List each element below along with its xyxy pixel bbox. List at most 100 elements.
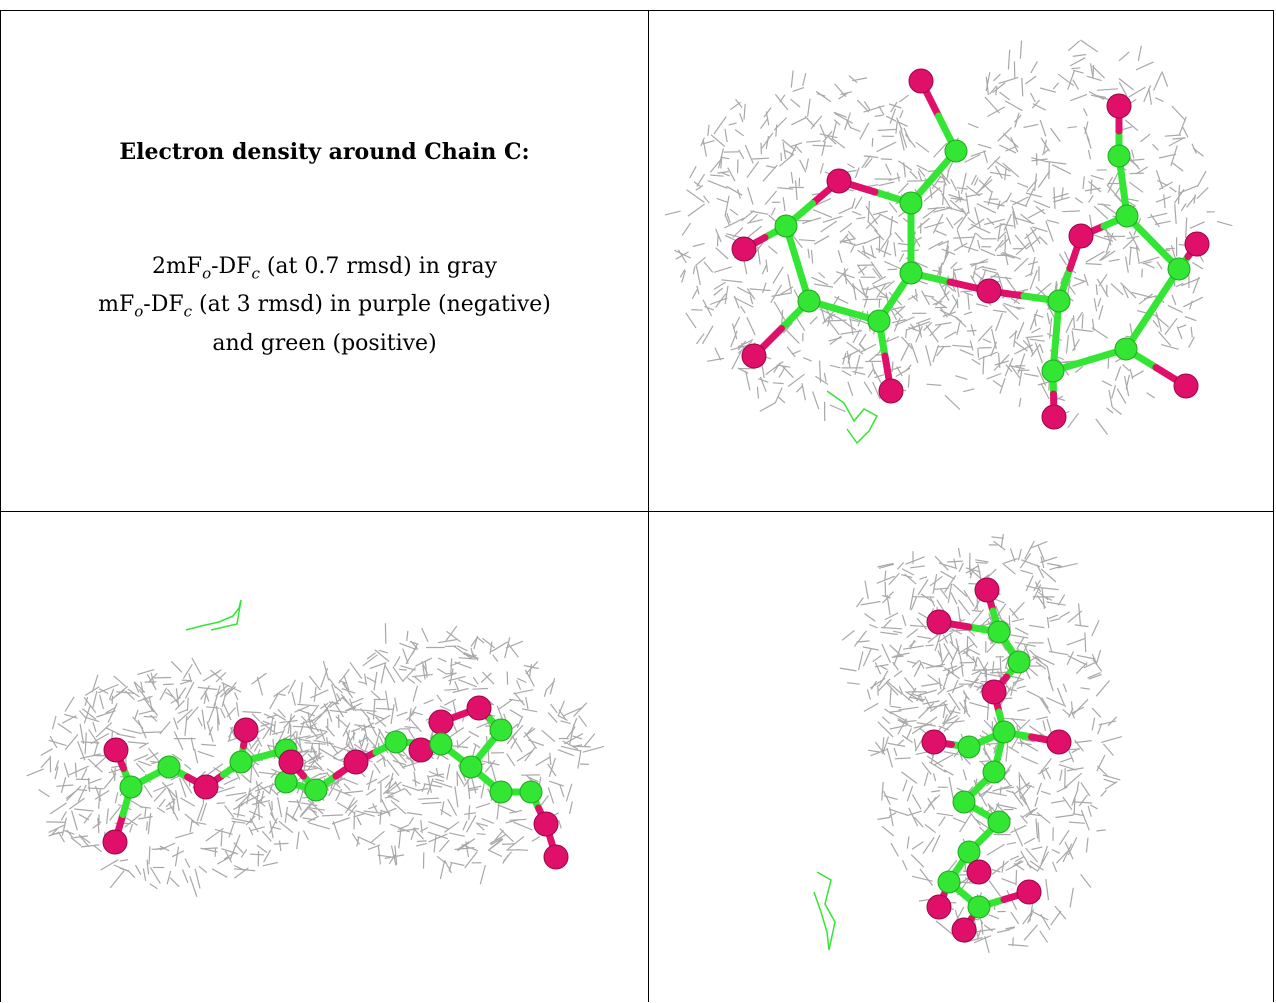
mesh-segment: [1091, 65, 1105, 79]
mesh-segment: [558, 709, 566, 720]
mesh-segment: [448, 832, 465, 837]
mesh-segment: [165, 806, 174, 811]
mesh-segment: [770, 207, 776, 216]
mesh-segment: [724, 128, 728, 143]
mesh-segment: [790, 98, 801, 108]
mesh-segment: [986, 843, 1005, 856]
mesh-segment: [858, 279, 866, 295]
carbon-atom: [489, 718, 513, 742]
mesh-segment: [1089, 63, 1094, 79]
mesh-segment: [885, 115, 897, 122]
mesh-segment: [1019, 784, 1032, 800]
mesh-segment: [1124, 119, 1139, 132]
mesh-segment: [987, 156, 1001, 170]
mesh-segment: [713, 116, 727, 135]
mesh-segment: [874, 741, 886, 755]
carbon-atom: [1114, 337, 1138, 361]
mesh-segment: [1049, 565, 1063, 571]
mesh-segment: [353, 811, 356, 830]
mesh-segment: [925, 345, 932, 366]
mesh-segment: [929, 575, 943, 587]
mesh-segment: [814, 283, 834, 288]
mesh-segment: [889, 108, 897, 124]
mesh-segment: [255, 780, 261, 794]
mesh-segment: [979, 672, 1002, 678]
mesh-segment: [370, 690, 382, 701]
mesh-segment: [1052, 192, 1069, 199]
mesh-segment: [1093, 298, 1098, 312]
mesh-segment: [1074, 740, 1092, 744]
mesh-segment: [834, 296, 849, 304]
mesh-segment: [926, 755, 944, 768]
mesh-segment: [1076, 311, 1084, 322]
mesh-segment: [921, 682, 939, 687]
mesh-segment: [440, 801, 445, 816]
mesh-segment: [1017, 182, 1029, 188]
mesh-segment: [180, 797, 196, 807]
mesh-segment: [907, 687, 917, 701]
mesh-segment: [1161, 71, 1169, 87]
mesh-segment: [869, 623, 878, 629]
mesh-segment: [923, 221, 944, 229]
mesh-segment: [1163, 194, 1166, 208]
mesh-segment: [1051, 164, 1072, 175]
mesh-segment: [968, 636, 978, 648]
mesh-segment: [287, 713, 292, 734]
mesh-segment: [852, 370, 866, 376]
mesh-segment: [998, 76, 1019, 84]
mesh-segment: [87, 787, 105, 790]
mesh-segment: [251, 713, 261, 722]
mesh-segment: [854, 241, 867, 247]
mesh-segment: [716, 197, 729, 204]
mesh-segment: [1040, 587, 1059, 591]
mesh-segment: [79, 835, 90, 848]
mesh-segment: [1156, 261, 1163, 270]
mesh-segment: [924, 716, 938, 726]
mesh-segment: [397, 828, 420, 833]
mesh-segment: [137, 695, 153, 702]
mesh-segment: [764, 190, 778, 205]
mesh-segment: [250, 853, 264, 856]
mesh-segment: [991, 868, 1001, 873]
mesh-segment: [1144, 262, 1155, 269]
mesh-segment: [1052, 82, 1059, 90]
mesh-segment: [501, 843, 516, 845]
oxygen-atom: [974, 577, 1000, 603]
mesh-segment: [701, 325, 714, 345]
mesh-segment: [307, 799, 324, 815]
mesh-segment: [877, 816, 891, 820]
mesh-segment: [971, 668, 985, 676]
mesh-segment: [137, 669, 155, 676]
mesh-segment: [928, 761, 947, 773]
mesh-segment: [975, 265, 984, 271]
mesh-segment: [168, 802, 179, 821]
mesh-segment: [776, 364, 791, 368]
mesh-segment: [318, 747, 338, 760]
mesh-segment: [161, 781, 178, 799]
mesh-segment: [1096, 829, 1106, 832]
mesh-segment: [175, 789, 180, 812]
mesh-segment: [1072, 79, 1080, 90]
mesh-segment: [877, 678, 891, 692]
mesh-segment: [1049, 650, 1069, 656]
mesh-segment: [883, 790, 891, 805]
mesh-segment: [531, 836, 541, 842]
mesh-segment: [390, 800, 407, 815]
mesh-segment: [1064, 841, 1074, 860]
mesh-segment: [1025, 783, 1035, 789]
mesh-segment: [940, 192, 953, 210]
mesh-segment: [791, 117, 807, 126]
mesh-segment: [1155, 170, 1164, 189]
mesh-segment: [83, 812, 92, 824]
mesh-segment: [160, 842, 176, 851]
mesh-segment: [804, 115, 815, 128]
mesh-segment: [794, 180, 798, 201]
mesh-segment: [963, 311, 973, 316]
caption-line-2: mFo-DFc (at 3 rmsd) in purple (negative): [98, 292, 551, 321]
mesh-segment: [1083, 274, 1089, 286]
mesh-segment: [304, 742, 326, 745]
mesh-segment: [60, 777, 67, 793]
mesh-segment: [790, 70, 794, 88]
mesh-segment: [509, 818, 527, 821]
mesh-segment: [133, 681, 140, 693]
